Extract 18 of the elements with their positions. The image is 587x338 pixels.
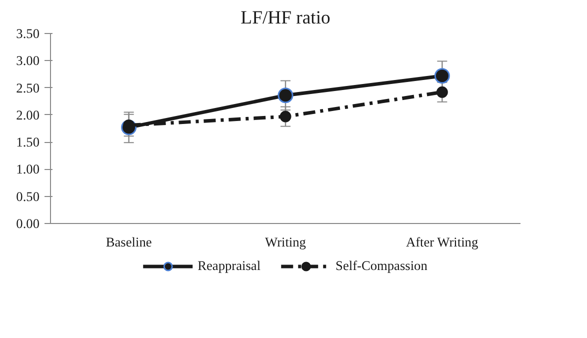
x-tick-label: Writing [265, 234, 306, 250]
y-tick-label: 0.50 [16, 188, 40, 204]
y-tick-label: 1.50 [16, 134, 40, 150]
y-tick-label: 3.50 [16, 26, 40, 41]
y-tick-label: 2.50 [16, 80, 40, 96]
point [278, 88, 294, 104]
y-tick-label: 2.00 [16, 107, 40, 122]
y-tick-label: 0.00 [16, 216, 40, 231]
x-tick-label: After Writing [406, 234, 478, 250]
x-tick-label: Baseline [106, 234, 152, 250]
point [280, 110, 292, 122]
y-tick-label: 3.00 [16, 53, 40, 68]
y-tick-label: 1.00 [16, 162, 40, 177]
legend-label: Reappraisal [198, 258, 261, 274]
chart-title: LF/HF ratio [240, 8, 330, 28]
point [434, 68, 450, 84]
point [436, 86, 448, 98]
legend-label: Self-Compassion [336, 258, 428, 274]
